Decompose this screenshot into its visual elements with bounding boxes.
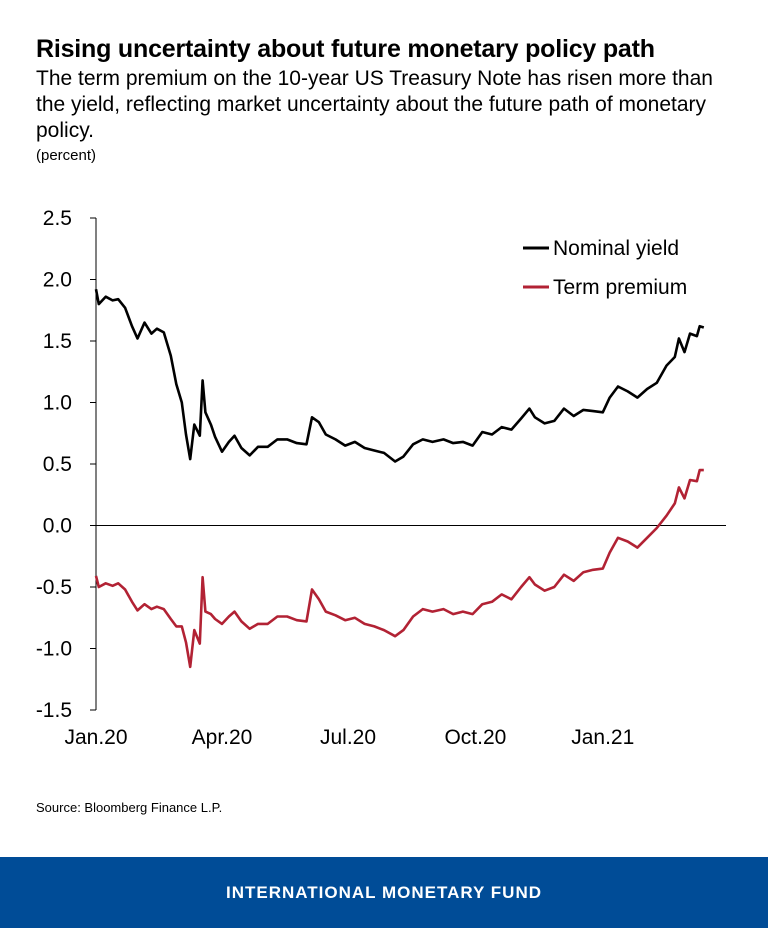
x-tick-label: Jan.21 <box>571 726 634 749</box>
footer-bar: INTERNATIONAL MONETARY FUND <box>0 857 768 928</box>
x-tick-label: Oct.20 <box>444 726 506 749</box>
chart-title: Rising uncertainty about future monetary… <box>36 35 655 63</box>
chart-subtitle: The term premium on the 10-year US Treas… <box>36 67 713 142</box>
y-tick-label: 2.5 <box>43 207 72 230</box>
source-note: Source: Bloomberg Finance L.P. <box>36 800 223 815</box>
x-tick-label: Apr.20 <box>192 726 253 749</box>
y-tick-label: 2.0 <box>43 269 72 292</box>
chart-legend: Nominal yield Term premium <box>523 237 687 299</box>
y-tick-label: -0.5 <box>36 576 72 599</box>
y-tick-label: 1.5 <box>43 330 72 353</box>
y-tick-label: -1.5 <box>36 699 72 722</box>
footer-org-name: INTERNATIONAL MONETARY FUND <box>226 882 542 902</box>
y-tick-label: 0.5 <box>43 453 72 476</box>
y-tick-label: -1.0 <box>36 638 72 661</box>
x-tick-label: Jul.20 <box>320 726 376 749</box>
chart-axes: 2.5 2.0 1.5 1.0 0.5 0.0 -0.5 -1.0 -1.5 Jan.20 Apr.… <box>36 207 726 749</box>
legend-label: Term premium <box>553 276 687 299</box>
line-chart: 2.5 2.0 1.5 1.0 0.5 0.0 -0.5 -1.0 -1.5 Jan.20 Apr.… <box>36 207 726 749</box>
units-label: (percent) <box>36 147 97 164</box>
y-tick-label: 0.0 <box>43 515 72 538</box>
legend-label: Nominal yield <box>553 237 679 260</box>
y-tick-label: 1.0 <box>43 392 72 415</box>
series-line-nominal-yield <box>94 289 705 463</box>
series-line-term-premium <box>94 468 704 669</box>
series-layer <box>94 289 705 669</box>
x-tick-label: Jan.20 <box>64 726 127 749</box>
